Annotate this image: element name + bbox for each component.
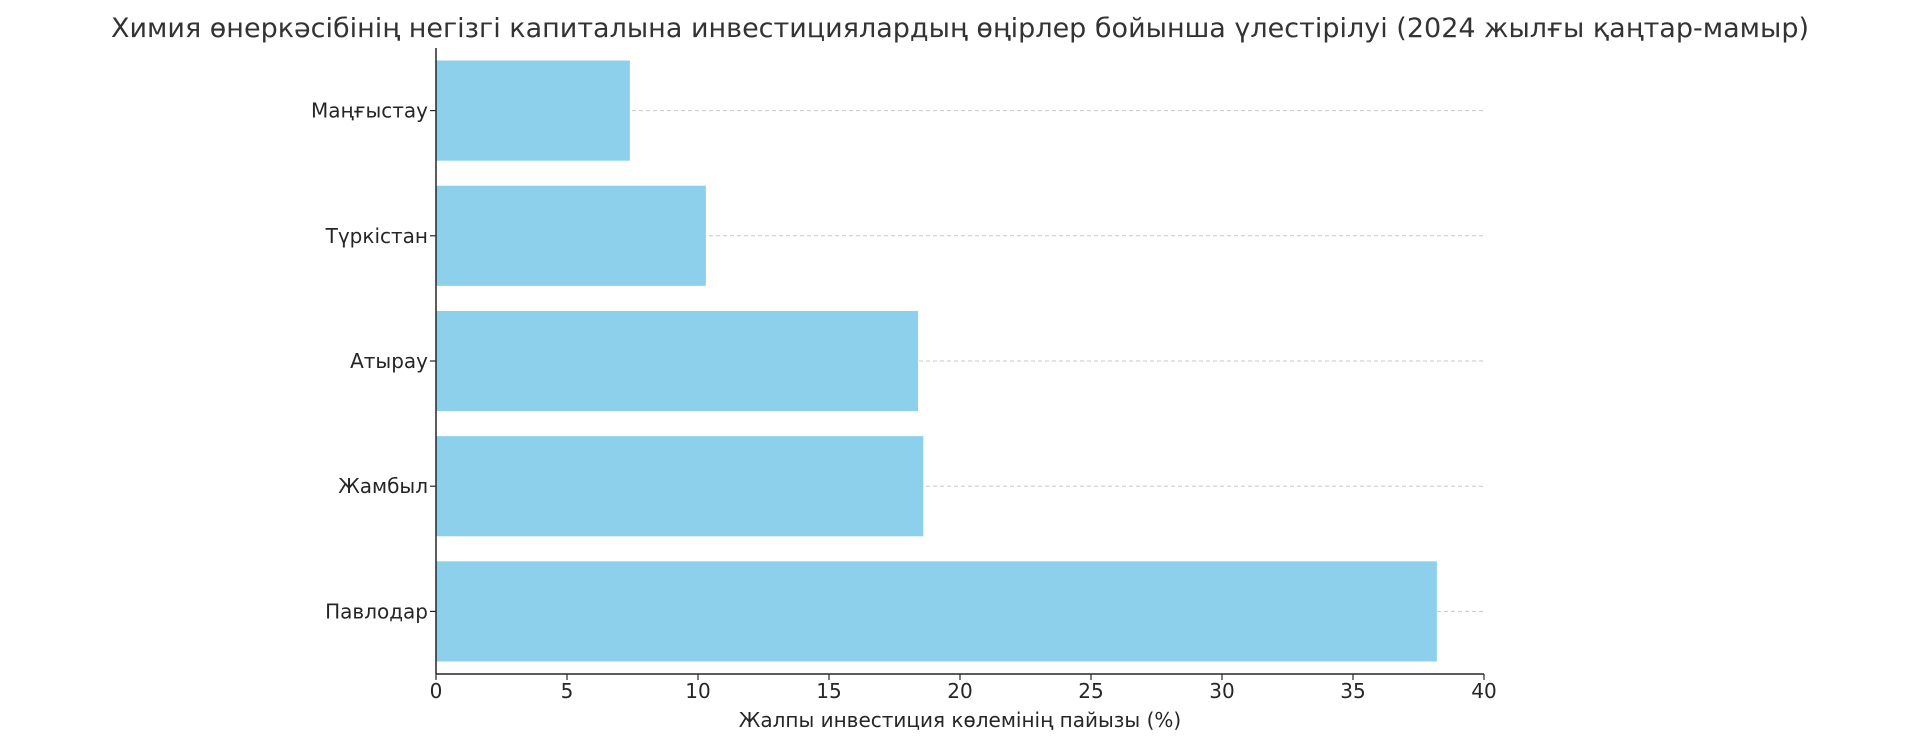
x-axis-label: Жалпы инвестиция көлемінің пайызы (%) [739,708,1181,732]
y-tick-label: Түркістан [325,224,428,248]
x-tick-label: 40 [1471,679,1496,703]
x-ticks: 0 5 10 15 20 25 30 35 40 [430,674,1497,703]
x-tick-label: 25 [1078,679,1103,703]
bar [436,185,706,286]
y-tick-label: Маңғыстау [311,99,428,123]
bar [436,436,924,537]
bar [436,60,630,161]
bars [436,60,1437,662]
y-ticks: Маңғыстау Түркістан Атырау Жамбыл Павлодар [311,99,436,623]
y-tick-label: Атырау [350,349,428,373]
x-tick-label: 0 [430,679,443,703]
x-tick-label: 35 [1340,679,1365,703]
x-tick-label: 15 [816,679,841,703]
bar [436,310,919,412]
x-tick-label: 20 [947,679,972,703]
chart-title: Химия өнеркәсібінің негізгі капиталына и… [111,13,1809,44]
x-tick-label: 30 [1209,679,1234,703]
y-tick-label: Павлодар [325,599,428,623]
bar [436,561,1437,662]
x-tick-label: 5 [561,679,574,703]
x-tick-label: 10 [685,679,710,703]
y-tick-label: Жамбыл [338,474,428,498]
